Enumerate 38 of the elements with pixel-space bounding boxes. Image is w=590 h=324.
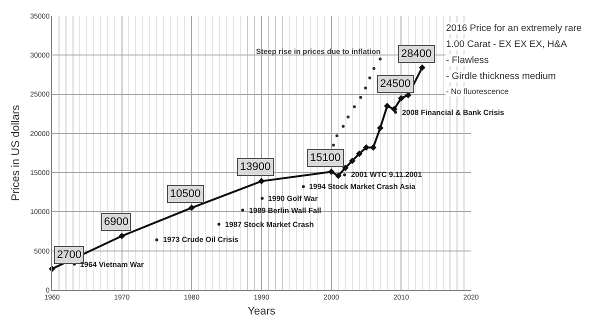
- data-label: 28400: [401, 48, 432, 60]
- point: [346, 115, 350, 118]
- point: [376, 124, 384, 132]
- point: [258, 178, 265, 184]
- point: [335, 172, 342, 179]
- x-axis-title: Years: [248, 306, 276, 318]
- point: [390, 106, 398, 112]
- point: [418, 64, 426, 71]
- data-label: 6900: [104, 216, 128, 228]
- data-label: 15100: [310, 152, 341, 164]
- point: [335, 134, 338, 138]
- data-label: 13900: [240, 161, 271, 173]
- point: [368, 76, 372, 80]
- point: [398, 94, 404, 102]
- point: [364, 86, 368, 90]
- point: [349, 158, 356, 164]
- annotation: - Flawless: [446, 55, 490, 66]
- data-label: 10500: [170, 188, 201, 200]
- point: [328, 168, 335, 176]
- y-axis-title: Prices in US dollars: [10, 104, 22, 201]
- point: [378, 58, 382, 61]
- point: [188, 204, 195, 212]
- point: [359, 96, 362, 99]
- point: [372, 66, 376, 70]
- point: [332, 144, 335, 147]
- annotation: 2016 Price for an extremely rare: [446, 23, 582, 34]
- annotation: 1.00 Carat - EX EX EX, H&A: [446, 39, 568, 50]
- point: [384, 102, 390, 110]
- point: [342, 164, 349, 172]
- annotation: - No fluorescence: [446, 87, 510, 96]
- point: [356, 150, 363, 158]
- annotation: - Girdle thickness medium: [446, 71, 556, 82]
- point: [352, 105, 356, 108]
- point: [342, 124, 345, 128]
- data-label: 2700: [57, 249, 82, 261]
- point: [363, 144, 370, 151]
- data-label: 24500: [380, 78, 411, 90]
- point: [118, 232, 126, 240]
